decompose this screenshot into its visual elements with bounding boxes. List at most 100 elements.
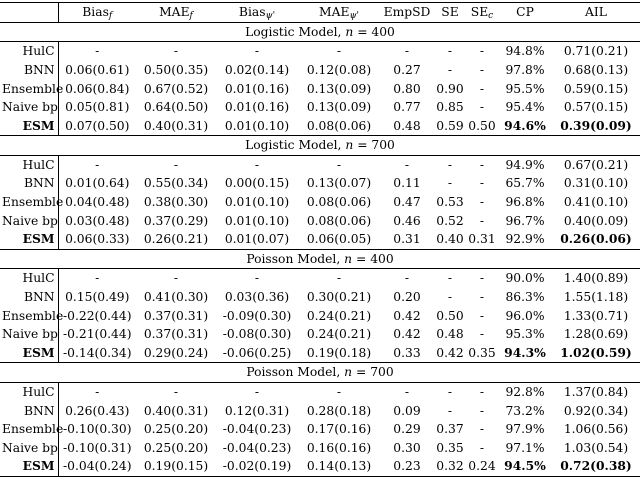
se-c-cell: - — [479, 81, 485, 96]
cp-cell: 95.3% — [505, 327, 545, 342]
ail-cell: 0.67(0.21) — [563, 157, 629, 172]
mae-psi-cell: 0.08(0.06) — [306, 213, 372, 228]
header-mae-psi: MAEψ' — [298, 2, 380, 23]
mae-f-cell: 0.25(0.20) — [143, 440, 209, 455]
bias-psi-cell: -0.04(0.23) — [222, 440, 292, 455]
cp-cell: 97.1% — [505, 440, 545, 455]
method-cell: BNN — [0, 287, 59, 307]
section-header: Logistic Model, n = 700 — [0, 135, 640, 156]
table-row: HulC - - - - - - - 94.9% 0.67(0.21) — [0, 155, 640, 175]
table-row: Ensemble 0.06(0.84) 0.67(0.52) 0.01(0.16) 0.… — [0, 79, 640, 98]
table-row: BNN 0.26(0.43) 0.40(0.31) 0.12(0.31) 0.28(0.… — [0, 401, 640, 421]
se-c-cell: - — [479, 195, 485, 210]
method-cell: Ensemble — [0, 79, 63, 98]
bias-psi-cell: -0.04(0.23) — [222, 422, 292, 437]
cp-cell: 92.8% — [505, 385, 545, 400]
bias-psi-cell: - — [254, 385, 260, 400]
bias-psi-cell: 0.12(0.31) — [224, 403, 290, 418]
mae-f-cell: - — [173, 385, 179, 400]
mae-f-cell: 0.37(0.31) — [143, 308, 209, 323]
empsd-cell: 0.47 — [393, 195, 421, 210]
mae-f-cell: 0.26(0.21) — [143, 232, 209, 247]
bias-f-cell: 0.05(0.81) — [65, 100, 130, 115]
se-c-cell: - — [479, 213, 485, 228]
bias-f-cell: - — [95, 385, 100, 400]
cp-cell: 94.9% — [505, 157, 545, 172]
bias-psi-cell: -0.02(0.19) — [216, 457, 298, 477]
cp-cell: 90.0% — [505, 271, 545, 286]
se-cell: - — [447, 290, 453, 305]
bias-psi-cell: - — [254, 44, 260, 59]
se-cell: 0.90 — [436, 81, 464, 96]
method-cell: ESM — [0, 457, 59, 477]
mae-f-cell: 0.67(0.52) — [143, 81, 209, 96]
method-cell: HulC — [0, 155, 59, 175]
table-row: HulC - - - - - - - 92.8% 1.37(0.84) — [0, 382, 640, 402]
empsd-cell: 0.77 — [393, 100, 421, 115]
table-row: Naive bp -0.10(0.31) 0.25(0.20) -0.04(0.23)… — [0, 438, 640, 458]
ail-cell: 0.26(0.06) — [560, 231, 632, 247]
ail-cell: 0.40(0.09) — [563, 213, 629, 228]
mae-psi-cell: 0.06(0.05) — [306, 232, 372, 247]
bias-f-cell: -0.10(0.31) — [62, 440, 132, 455]
table-row: ESM 0.06(0.33) 0.26(0.21) 0.01(0.07) 0.06(0.… — [0, 230, 640, 250]
bias-psi-cell: - — [254, 157, 260, 172]
ail-cell: 0.59(0.15) — [563, 81, 629, 96]
table-row: ESM 0.07(0.50) 0.40(0.31) 0.01(0.10) 0.08(0.… — [0, 116, 640, 136]
bias-psi-cell: -0.09(0.30) — [222, 308, 292, 323]
cp-cell: 96.7% — [505, 213, 545, 228]
cp-cell: 73.2% — [505, 403, 545, 418]
empsd-cell: 0.20 — [393, 290, 421, 305]
se-c-cell: - — [479, 100, 485, 115]
bias-psi-cell: -0.08(0.30) — [222, 327, 292, 342]
table-row: BNN 0.06(0.61) 0.50(0.35) 0.02(0.14) 0.12(0.… — [0, 60, 640, 80]
mae-f-cell: 0.37(0.29) — [143, 213, 209, 228]
ail-cell: 0.92(0.34) — [563, 403, 629, 418]
empsd-cell: 0.27 — [393, 62, 421, 77]
method-cell: BNN — [0, 174, 59, 193]
table-row: Ensemble -0.10(0.30) 0.25(0.20) -0.04(0.23)… — [0, 420, 640, 439]
ail-cell: 1.28(0.69) — [563, 327, 629, 342]
bias-psi-cell: 0.01(0.16) — [224, 100, 290, 115]
cp-cell: 94.8% — [505, 44, 545, 59]
section-header: Poisson Model, n = 700 — [0, 362, 640, 383]
empsd-cell: - — [404, 44, 410, 59]
ail-cell: 0.71(0.21) — [563, 44, 629, 59]
se-cell: 0.85 — [436, 100, 464, 115]
se-c-cell: 0.24 — [466, 457, 498, 477]
cp-cell: 86.3% — [505, 290, 545, 305]
se-cell: - — [447, 385, 453, 400]
ail-cell: 0.41(0.10) — [563, 195, 629, 210]
se-cell: - — [447, 403, 453, 418]
ail-cell: 1.02(0.59) — [560, 344, 632, 360]
empsd-cell: 0.29 — [393, 422, 421, 437]
bias-f-cell: -0.22(0.44) — [62, 308, 132, 323]
se-cell: 0.52 — [436, 213, 464, 228]
bias-psi-cell: -0.06(0.25) — [222, 345, 292, 360]
se-c-cell: - — [479, 440, 485, 455]
bias-psi-cell: 0.01(0.16) — [224, 81, 290, 96]
mae-psi-cell: 0.24(0.21) — [306, 327, 372, 342]
cp-cell: 95.4% — [505, 100, 545, 115]
mae-psi-cell: - — [336, 44, 342, 59]
mae-psi-cell: 0.08(0.06) — [306, 118, 372, 133]
mae-f-cell: - — [173, 271, 179, 286]
method-cell: Naive bp — [0, 211, 59, 231]
ail-cell: 1.03(0.54) — [563, 440, 629, 455]
bias-f-cell: 0.04(0.48) — [65, 195, 130, 210]
empsd-cell: 0.33 — [393, 345, 421, 360]
bias-f-cell: - — [95, 157, 100, 172]
mae-f-cell: 0.25(0.20) — [143, 422, 209, 437]
empsd-cell: 0.09 — [393, 403, 421, 418]
method-cell: Ensemble — [0, 306, 63, 326]
method-cell: Naive bp — [0, 438, 59, 458]
mae-psi-cell: 0.19(0.18) — [306, 345, 372, 360]
se-c-cell: 0.31 — [468, 232, 496, 247]
empsd-cell: 0.48 — [393, 118, 421, 133]
se-c-cell: - — [479, 327, 485, 342]
cp-cell: 97.9% — [505, 422, 545, 437]
cp-cell: 94.3% — [504, 344, 546, 360]
mae-f-cell: 0.41(0.30) — [143, 290, 209, 305]
empsd-cell: 0.30 — [393, 440, 421, 455]
